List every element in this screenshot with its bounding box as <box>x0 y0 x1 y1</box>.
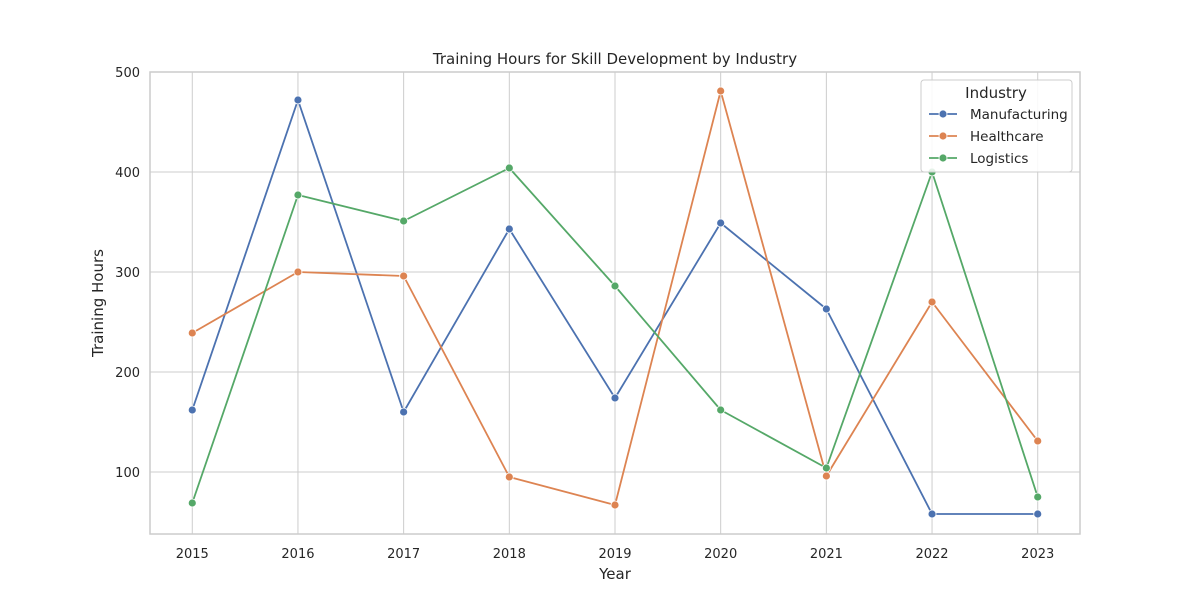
legend-item-logistics: Logistics <box>929 151 1028 167</box>
x-tick-label: 2019 <box>598 547 631 562</box>
data-point <box>927 297 937 307</box>
legend: Industry Manufacturing Healthcare Logistic… <box>920 79 1073 173</box>
legend-swatch-marker <box>938 109 948 119</box>
x-axis-label: Year <box>598 565 632 583</box>
data-point <box>821 463 831 473</box>
data-point <box>293 267 303 277</box>
x-tick-label: 2015 <box>176 547 209 562</box>
legend-label: Manufacturing <box>970 107 1068 123</box>
data-point <box>610 500 620 510</box>
series-healthcare <box>187 86 1043 510</box>
data-point <box>399 271 409 281</box>
x-tick-labels: 2015 2016 2017 2018 2019 2020 2021 2022 2023 <box>176 547 1055 562</box>
y-axis-label: Training Hours <box>89 249 107 358</box>
data-point <box>1033 509 1043 519</box>
data-point <box>1033 436 1043 446</box>
data-point <box>399 216 409 226</box>
data-point <box>504 163 514 173</box>
legend-swatch-marker <box>938 131 948 141</box>
series-logistics <box>187 163 1043 508</box>
y-tick-label: 100 <box>115 466 140 481</box>
data-point <box>293 95 303 105</box>
data-point <box>716 86 726 96</box>
x-tick-label: 2016 <box>281 547 314 562</box>
data-point <box>187 498 197 508</box>
y-tick-labels: 100 200 300 400 500 <box>115 66 140 481</box>
x-tick-label: 2017 <box>387 547 420 562</box>
legend-title: Industry <box>965 84 1027 102</box>
legend-label: Healthcare <box>970 129 1044 145</box>
data-point <box>821 304 831 314</box>
x-tick-label: 2022 <box>915 547 948 562</box>
legend-swatch-marker <box>938 153 948 163</box>
data-point <box>293 190 303 200</box>
y-tick-label: 200 <box>115 366 140 381</box>
data-point <box>504 472 514 482</box>
legend-item-healthcare: Healthcare <box>929 129 1044 145</box>
x-tick-label: 2021 <box>810 547 843 562</box>
x-tick-label: 2023 <box>1021 547 1054 562</box>
data-point <box>187 405 197 415</box>
chart-title: Training Hours for Skill Development by … <box>432 50 797 68</box>
data-point <box>1033 492 1043 502</box>
data-point <box>187 328 197 338</box>
data-point <box>399 407 409 417</box>
y-tick-label: 500 <box>115 66 140 81</box>
data-point <box>504 224 514 234</box>
plot-frame <box>149 71 1081 535</box>
data-point <box>927 509 937 519</box>
series-lines <box>187 86 1043 519</box>
data-point <box>610 393 620 403</box>
x-tick-label: 2020 <box>704 547 737 562</box>
data-point <box>716 405 726 415</box>
x-tick-label: 2018 <box>493 547 526 562</box>
data-point <box>821 471 831 481</box>
legend-item-manufacturing: Manufacturing <box>929 107 1068 123</box>
y-tick-label: 300 <box>115 266 140 281</box>
data-point <box>610 281 620 291</box>
data-point <box>716 218 726 228</box>
y-tick-label: 400 <box>115 166 140 181</box>
legend-box <box>920 79 1073 173</box>
legend-label: Logistics <box>970 151 1028 167</box>
